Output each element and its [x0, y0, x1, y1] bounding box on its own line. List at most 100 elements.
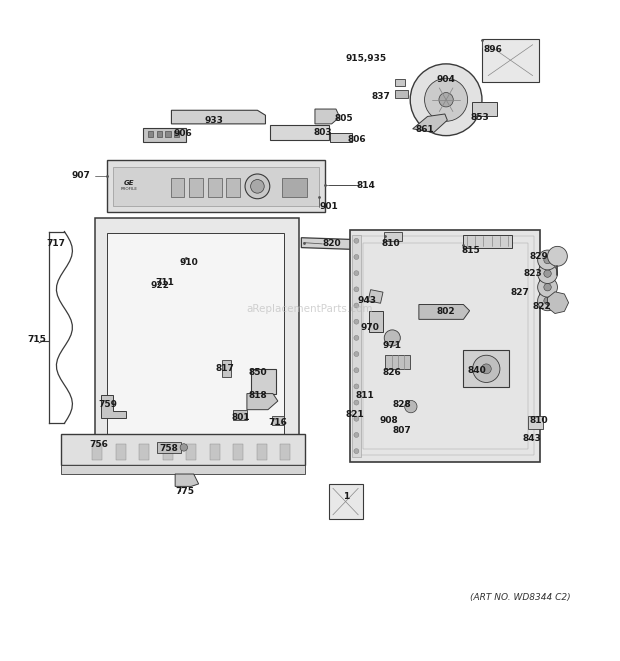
- Circle shape: [354, 254, 359, 260]
- Circle shape: [354, 384, 359, 389]
- Circle shape: [538, 250, 557, 270]
- Circle shape: [472, 355, 500, 383]
- Circle shape: [544, 297, 551, 305]
- Text: 822: 822: [533, 303, 551, 311]
- Polygon shape: [107, 161, 326, 212]
- Text: 907: 907: [72, 171, 91, 180]
- Text: 827: 827: [511, 288, 529, 297]
- Polygon shape: [172, 110, 265, 124]
- Text: 901: 901: [319, 202, 338, 212]
- Polygon shape: [482, 38, 539, 82]
- Circle shape: [354, 319, 359, 324]
- Circle shape: [354, 416, 359, 421]
- Text: 943: 943: [357, 296, 376, 305]
- Circle shape: [425, 78, 467, 121]
- Text: 810: 810: [381, 239, 400, 249]
- Text: 821: 821: [345, 410, 364, 418]
- Bar: [280, 444, 290, 461]
- Text: 904: 904: [436, 75, 456, 85]
- Polygon shape: [370, 311, 383, 332]
- Text: 775: 775: [175, 487, 195, 496]
- Text: GE: GE: [124, 180, 135, 186]
- Text: 837: 837: [372, 92, 391, 101]
- Bar: [210, 444, 219, 461]
- Polygon shape: [270, 125, 329, 140]
- Circle shape: [180, 444, 187, 451]
- Text: 759: 759: [98, 400, 117, 409]
- Circle shape: [439, 93, 453, 107]
- Circle shape: [354, 335, 359, 340]
- Circle shape: [354, 287, 359, 292]
- Bar: [157, 132, 162, 137]
- Text: aReplacementParts.com: aReplacementParts.com: [247, 304, 373, 314]
- Circle shape: [354, 432, 359, 438]
- Polygon shape: [463, 235, 511, 248]
- Bar: [352, 235, 361, 457]
- Text: 810: 810: [529, 416, 548, 425]
- Text: 758: 758: [159, 444, 179, 453]
- Circle shape: [354, 368, 359, 373]
- Circle shape: [481, 364, 491, 374]
- Circle shape: [544, 256, 551, 264]
- Text: 850: 850: [248, 368, 267, 377]
- Text: 828: 828: [392, 400, 411, 409]
- Text: 818: 818: [248, 391, 267, 400]
- Polygon shape: [61, 434, 305, 465]
- Polygon shape: [301, 238, 373, 250]
- Bar: [233, 444, 243, 461]
- Text: 815: 815: [461, 246, 480, 254]
- Polygon shape: [329, 484, 363, 519]
- Circle shape: [354, 303, 359, 308]
- Polygon shape: [61, 465, 305, 474]
- Circle shape: [245, 174, 270, 199]
- Circle shape: [354, 352, 359, 356]
- Text: 811: 811: [355, 391, 374, 400]
- Text: 711: 711: [155, 278, 174, 287]
- Bar: [92, 444, 102, 461]
- Polygon shape: [368, 290, 383, 303]
- Polygon shape: [157, 442, 181, 453]
- Text: 908: 908: [380, 416, 399, 425]
- Polygon shape: [95, 218, 299, 455]
- Text: 896: 896: [483, 44, 502, 54]
- Text: 817: 817: [215, 364, 234, 373]
- Text: 820: 820: [322, 239, 341, 249]
- Bar: [174, 132, 179, 137]
- Text: 823: 823: [523, 269, 542, 278]
- Polygon shape: [384, 231, 402, 241]
- Text: 933: 933: [205, 116, 224, 125]
- Polygon shape: [413, 114, 448, 133]
- Polygon shape: [222, 360, 231, 377]
- Text: 814: 814: [356, 180, 375, 190]
- Circle shape: [538, 291, 557, 311]
- Text: 829: 829: [529, 252, 548, 261]
- Circle shape: [538, 264, 557, 284]
- Bar: [116, 444, 126, 461]
- Polygon shape: [143, 128, 186, 142]
- Text: 826: 826: [383, 368, 401, 377]
- Polygon shape: [386, 355, 410, 369]
- Polygon shape: [113, 167, 319, 206]
- Text: 906: 906: [174, 130, 193, 138]
- Polygon shape: [247, 393, 278, 410]
- Text: 801: 801: [231, 412, 250, 422]
- Bar: [282, 178, 307, 197]
- Circle shape: [354, 400, 359, 405]
- Polygon shape: [107, 233, 284, 443]
- Bar: [163, 444, 172, 461]
- Polygon shape: [101, 395, 126, 418]
- Circle shape: [544, 284, 551, 291]
- Circle shape: [544, 270, 551, 278]
- Text: 803: 803: [313, 128, 332, 137]
- Text: 922: 922: [151, 282, 170, 290]
- Polygon shape: [419, 305, 469, 319]
- Polygon shape: [547, 292, 569, 313]
- Text: 843: 843: [522, 434, 541, 444]
- Bar: [189, 178, 203, 197]
- Bar: [166, 132, 171, 137]
- Bar: [396, 79, 405, 86]
- Circle shape: [405, 401, 417, 412]
- Text: 805: 805: [335, 114, 353, 123]
- Text: 717: 717: [47, 239, 66, 249]
- Bar: [396, 90, 408, 98]
